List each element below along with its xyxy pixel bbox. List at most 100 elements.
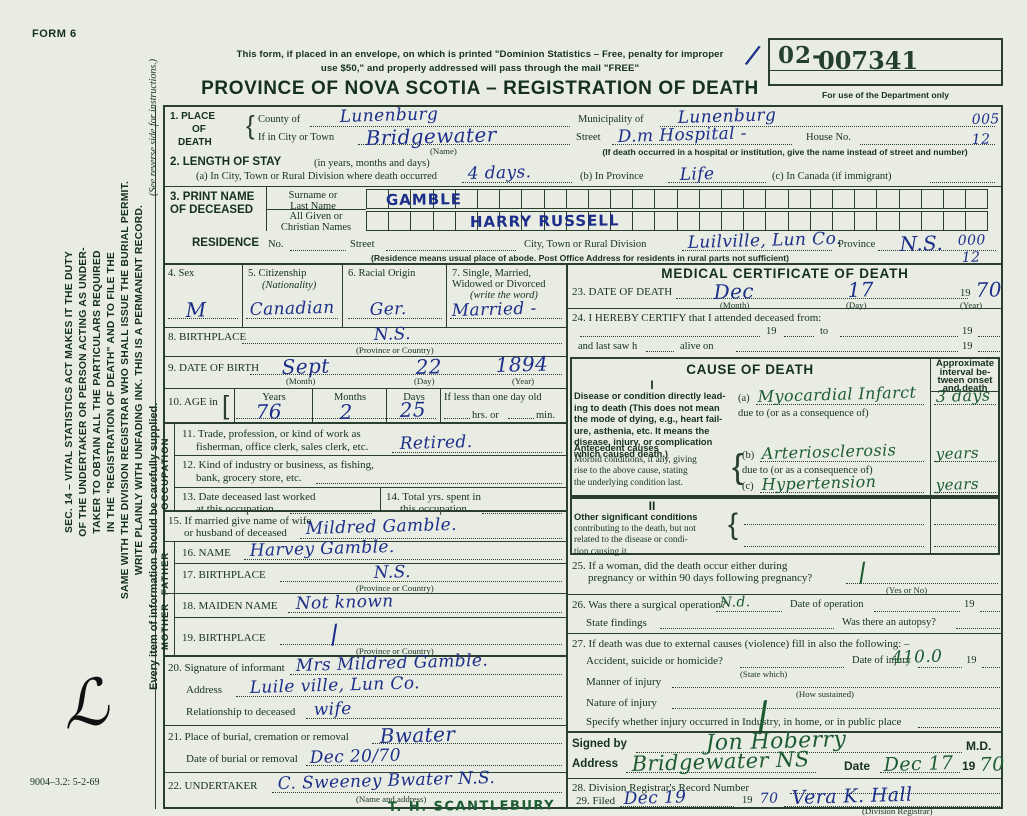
check-mark-mother-birthplace: ∕ [327, 619, 341, 651]
certify-label: 24. I HEREBY CERTIFY that I attended dec… [572, 312, 822, 324]
residence-no-label: No. [268, 239, 284, 250]
burial-place-label: 21. Place of burial, cremation or remova… [168, 731, 349, 743]
margin-note-12: 12 [971, 131, 991, 148]
sex-label: 4. Sex [168, 268, 195, 279]
father-birthplace-value: N.S. [373, 561, 412, 583]
other-label-3: related to the disease or condi- [574, 535, 688, 546]
stay-province-label: (b) In Province [580, 171, 644, 182]
direct-label-4: ure, asthenia, etc. It means the [574, 425, 710, 436]
mother-maiden-value: Not known [295, 591, 394, 614]
page-title: PROVINCE OF NOVA SCOTIA – REGISTRATION O… [201, 78, 759, 99]
informant-address-value: Luile ville, Lun Co. [249, 673, 421, 698]
occupation-side-caption: OCCUPATION [160, 437, 171, 510]
birthplace-note: (Province or Country) [356, 345, 434, 355]
trade-value: Retired. [399, 431, 473, 454]
last-worked-label-2: at this occupation [196, 503, 274, 515]
direct-label-1: Disease or condition directly lead- [574, 391, 726, 401]
county-label: County of [258, 114, 301, 125]
surname-label-1: Surname or [288, 190, 338, 201]
see-reverse-note: (See reverse side for instructions.) [148, 58, 159, 196]
direct-label-6: which caused death.) [574, 448, 669, 459]
q27-manner-value: 410.0 [891, 646, 943, 668]
hospital-note: (If death occurred in a hospital or inst… [602, 147, 968, 157]
q29-date-value: Dec 19 [623, 787, 687, 809]
interval-header-1: Approximate [935, 358, 995, 369]
cause-row-b-interval: years [935, 443, 980, 463]
cause-row-b-condition: Arteriosclerosis [761, 440, 897, 463]
q27-nature-label: Nature of injury [586, 697, 657, 709]
registration-number: 007341 [818, 46, 919, 75]
citizenship-value: Canadian [249, 297, 335, 320]
father-name-value: Harvey Gamble. [249, 536, 395, 561]
q27-accident-label: Accident, suicide or homicide? [586, 655, 723, 667]
residence-province-label: Province [838, 239, 876, 250]
cause-row-c-condition: Hypertension [761, 471, 877, 494]
q25-note: (Yes or No) [886, 585, 928, 595]
q25-label-2: pregnancy or within 90 days following pr… [588, 572, 813, 584]
age-months-label: Months [333, 392, 367, 403]
marital-label-3: (write the word) [470, 290, 538, 301]
burial-date-value: Dec 20/70 [309, 745, 402, 768]
age-years-value: 76 [255, 399, 283, 424]
margin-note-005: 005 [971, 111, 1000, 128]
q26-findings-label: State findings [586, 617, 647, 629]
mail-notice-line-2: use $50," and properly addressed will pa… [320, 63, 640, 74]
md-label: M.D. [966, 739, 992, 753]
mail-notice-line-1: This form, if placed in an envelope, on … [236, 49, 724, 60]
q29-year-value: 70 [759, 790, 779, 807]
q27-state-note: (State which) [740, 669, 788, 679]
direct-label-3: the mode of dying, e.g., heart fail- [574, 414, 723, 425]
due-to-label-b: due to (or as a consequence of) [742, 465, 873, 476]
age-years-label: Years [262, 392, 286, 403]
margin-signature-mark: ℒ [57, 665, 114, 745]
interval-header-2: interval be- [939, 367, 991, 378]
industry-label-2: bank, grocery store, etc. [196, 472, 302, 484]
bottom-handwritten-name: T. H. SCANTLEBURY [387, 798, 556, 815]
print-code-label: 9004–3.2: 5-2-69 [30, 777, 100, 788]
place-of-death-label-2: OF [192, 124, 206, 135]
informant-relationship-label: Relationship to deceased [186, 706, 296, 718]
antecedent-label-1: Antecedent causes [574, 443, 659, 453]
informant-relationship-value: wife [313, 698, 352, 720]
q25-label-1: 25. If a woman, did the death occur eith… [572, 560, 788, 572]
name-note: (Name) [430, 146, 457, 156]
q26-date-label: Date of operation [790, 599, 864, 610]
signoff-date-value: Dec 17 [883, 752, 954, 776]
signoff-year-prefix: 19 [962, 759, 976, 773]
q27-specify-label: Specify whether injury occurred in Indus… [586, 716, 902, 728]
residence-city-label: City, Town or Rural Division [524, 239, 647, 250]
last-saw-alive: alive on [680, 341, 714, 352]
stay-canada-label: (c) In Canada (if immigrant) [772, 171, 892, 182]
dob-year-note: (Year) [512, 376, 535, 386]
registration-number-box [768, 38, 1003, 86]
father-province-note: (Province or Country) [356, 583, 434, 593]
interval-header-4: and death [942, 383, 988, 394]
birthplace-label: 8. BIRTHPLACE [168, 331, 247, 343]
municipality-label: Municipality of [578, 114, 644, 125]
street-value: D.m Hospital - [617, 123, 748, 147]
informant-signature-label: 20. Signature of informant [168, 662, 285, 674]
marital-label-2: Widowed or Divorced [452, 279, 546, 290]
cause-row-b-marker: (b) [742, 450, 755, 461]
mother-province-note: (Province or Country) [356, 646, 434, 656]
last-saw-19: 19 [962, 341, 973, 352]
residence-note: (Residence means usual place of abode. P… [370, 253, 789, 263]
q26-value: N.d. [719, 594, 751, 611]
mother-maiden-label: 18. MAIDEN NAME [182, 600, 278, 612]
dob-month-note: (Month) [286, 376, 316, 386]
registration-prefix: 02- [778, 42, 823, 69]
house-no-label: House No. [806, 132, 851, 143]
city-town-label: If in City or Town [258, 132, 335, 143]
antecedent-cause-label: Antecedent causes Morbid conditions, if … [574, 443, 734, 489]
other-conditions-box [570, 497, 1000, 555]
last-saw-label: and last saw h [578, 341, 638, 352]
cause-of-death-heading: CAUSE OF DEATH [686, 362, 814, 377]
certify-19a: 19 [766, 326, 777, 337]
brace-age: [ [222, 390, 230, 420]
signoff-address-label: Address [572, 758, 619, 770]
racial-origin-value: Ger. [369, 298, 407, 320]
spouse-label-1: 15. If married give name of wife [168, 515, 312, 527]
surname-label-2: Last Name [290, 201, 336, 212]
marital-label-1: 7. Single, Married, [452, 268, 532, 279]
spouse-label-2: or husband of deceased [184, 527, 287, 539]
